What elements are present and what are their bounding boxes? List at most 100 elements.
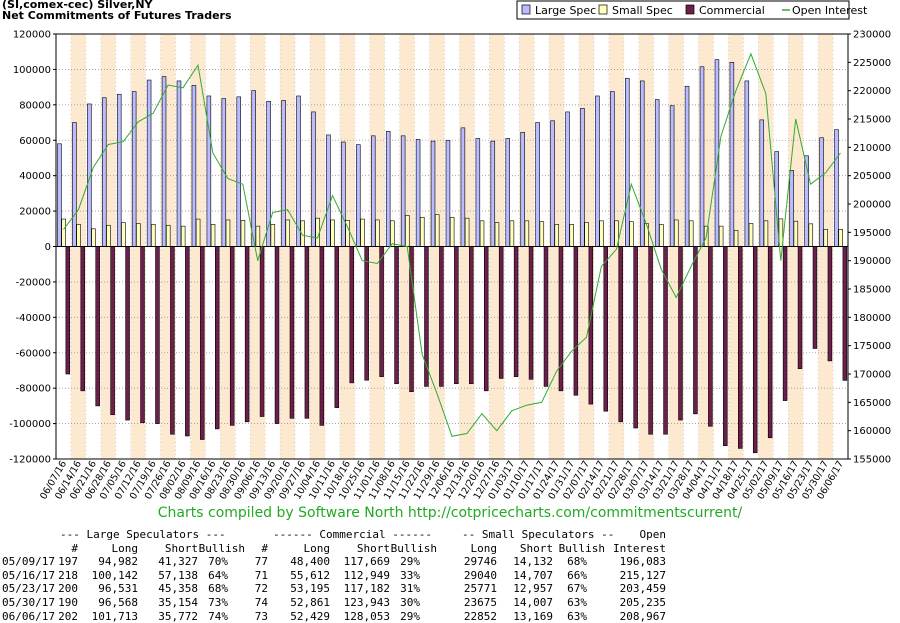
table-cell: 205,235 [619,596,666,609]
table-cell: 128,053 [343,609,390,623]
group-header-small: -- Small Speculators -- [462,528,615,541]
bar-small-spec [76,224,81,247]
bar-large-spec [639,80,645,247]
bar-large-spec [580,108,585,247]
table-cell: 13,169 [513,609,553,623]
group-header-commercial: ------ Commercial ------ [273,528,432,541]
bar-large-spec [490,140,496,247]
chart-title-line2: Net Commitments of Futures Traders [2,9,232,22]
bar-small-spec [151,224,156,247]
bar-large-spec [625,77,630,247]
table-cell: 55,612 [290,568,330,582]
right-tick-label: 195000 [853,228,891,239]
bar-large-spec [131,91,137,247]
bar-commercial [304,246,310,419]
right-tick-label: 200000 [853,200,891,211]
bar-small-spec [733,230,739,247]
bar-small-spec [479,220,485,247]
bar-small-spec [674,219,679,247]
bar-commercial [274,246,280,424]
bar-small-spec [136,223,141,247]
bar-commercial [782,246,788,401]
column-header: Long [111,541,139,555]
group-header-large: --- Large Speculators --- [60,528,226,541]
bar-large-spec [535,122,540,247]
bar-large-spec [475,138,481,247]
table-cell: 74% [208,609,228,623]
bar-large-spec [341,141,346,247]
bar-commercial [498,246,504,379]
bar-commercial [244,246,250,423]
table-cell: 71 [254,568,268,582]
bar-large-spec [595,95,600,247]
table-cell: 70% [208,555,228,569]
table-cell: 123,943 [343,596,390,609]
bar-large-spec [759,119,765,247]
left-tick-label: 20000 [19,207,51,218]
table-row: 05/16/17 218 100,142 57,138 64% 71 55,612 112,9… [0,569,900,582]
bar-small-spec [195,218,201,247]
bar-small-spec [569,224,574,247]
table-cell: 100,142 [91,568,138,582]
table-cell: 14,007 [513,596,553,609]
row-date: 05/23/17 [2,582,55,596]
column-header: Short [164,541,198,555]
bar-small-spec [689,220,694,247]
table-cell: 72 [254,582,268,596]
legend-label-small-spec: Small Spec [612,4,673,17]
bar-commercial [738,246,743,449]
column-header: # [261,541,268,555]
bar-commercial [752,246,758,454]
bar-commercial [723,246,728,447]
bar-commercial [125,246,130,421]
table-cell: 196,083 [619,555,666,569]
bar-small-spec [121,222,126,247]
table-cell: 67% [567,582,587,596]
bar-large-spec [161,76,167,247]
bar-commercial [483,246,489,392]
bar-small-spec [330,219,335,247]
table-row: 05/30/17 190 96,568 35,154 73% 74 52,861 123,94… [0,596,900,609]
bar-commercial [708,246,713,427]
column-header: Long [303,541,331,555]
bar-commercial [110,246,115,416]
right-tick-label: 230000 [853,30,891,41]
legend-swatch-small-spec [598,4,608,15]
left-tick-label: -80000 [16,384,51,395]
table-cell: 94,982 [98,555,138,569]
bar-commercial [618,246,623,423]
right-tick-label: 215000 [853,115,891,126]
bar-large-spec [311,111,316,247]
bar-commercial [65,246,71,375]
bar-commercial [200,246,205,440]
bar-commercial [469,246,474,385]
table-cell: 33% [400,568,420,582]
bar-commercial [349,246,354,384]
cot-chart: 120000100000800006000040000200000-20000-… [9,0,891,501]
table-cell: 117,669 [343,555,390,569]
right-tick-label: 210000 [853,143,891,154]
row-date: 06/06/17 [2,609,55,623]
table-row: 06/06/17 202 101,713 35,772 74% 73 52,429 128,0… [0,610,900,623]
bar-small-spec [554,224,559,247]
table-cell: 208,967 [619,609,666,623]
bar-commercial [155,246,160,424]
bar-small-spec [270,224,276,247]
bar-large-spec [654,99,660,247]
left-tick-label: -100000 [9,419,51,430]
bar-small-spec [793,220,799,247]
bar-small-spec [405,215,410,247]
bar-large-spec [505,138,510,247]
bar-small-spec [748,223,754,247]
table-cell: 197 [58,555,78,569]
bar-small-spec [434,214,440,247]
bar-commercial [334,246,340,408]
bar-small-spec [180,225,186,247]
table-cell: 218 [58,568,78,582]
left-tick-label: -120000 [9,455,51,466]
bar-small-spec [375,219,380,247]
bar-small-spec [584,222,589,247]
legend-label-open-interest: Open Interest [792,4,868,17]
table-cell: 96,531 [98,582,138,596]
row-date: 05/16/17 [2,568,55,582]
